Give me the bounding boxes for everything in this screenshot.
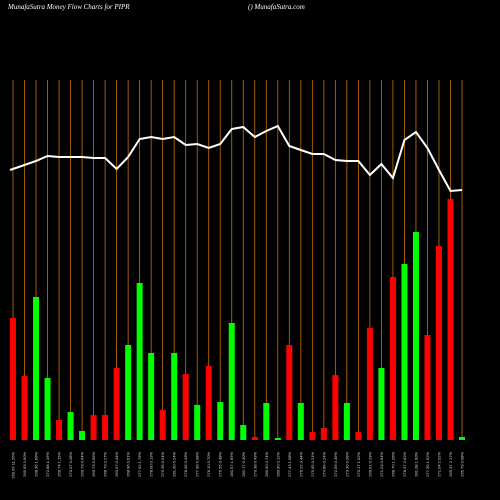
x-tick-label: 263.57 0.44% [114, 452, 119, 477]
bar [217, 402, 224, 440]
x-tick-label: 278.37 3.62% [402, 452, 407, 477]
bar [148, 353, 155, 440]
bar [332, 375, 339, 440]
bar [424, 335, 431, 440]
x-tick-label: 268.96 0.61% [126, 452, 131, 477]
x-tick-label: 265.93 3.60% [22, 452, 27, 477]
x-tick-label: 271.24 0.64% [379, 452, 384, 477]
bar [90, 415, 97, 440]
bar [343, 403, 350, 440]
x-tick-label: 277.39 1.52% [425, 452, 430, 477]
x-tick-label: 268.70 1.26% [390, 452, 395, 477]
chart-subtitle: () MunafaSutra.com [248, 3, 305, 11]
x-tick-label: 280.50 0.74% [264, 452, 269, 477]
bar [320, 428, 327, 440]
bar [44, 378, 51, 440]
x-tick-label: 265.37 2.17% [448, 452, 453, 477]
x-tick-label: 279.36 0.54% [160, 452, 165, 477]
x-tick-label: 278.00 0.13% [149, 452, 154, 477]
x-tick-label: 269.73 0.64% [80, 452, 85, 477]
bar [355, 432, 362, 440]
bar [274, 438, 281, 440]
x-tick-label: 278.06 0.43% [183, 452, 188, 477]
bar [228, 323, 235, 440]
x-tick-label: 272.88 1.16% [45, 452, 50, 477]
bar [435, 246, 442, 440]
x-tick-label: 279.38 0.43% [252, 452, 257, 477]
bar [286, 345, 293, 440]
x-tick-label: 269.74 1.15% [57, 452, 62, 477]
x-tick-label: 271.04 2.02% [436, 452, 441, 477]
x-tick-label: 281.08 1.00% [413, 452, 418, 477]
x-tick-label: 268.36 1.06% [34, 452, 39, 477]
money-flow-line [9, 124, 463, 193]
bar [263, 403, 270, 440]
bar [240, 425, 247, 440]
bar [33, 297, 40, 440]
bar [194, 405, 201, 440]
x-tick-label: 269.61 0.29% [367, 452, 372, 477]
x-tick-label: 270.07 0.28% [68, 452, 73, 477]
x-tick-label: 281.57 1.65% [229, 452, 234, 477]
bar [159, 410, 166, 440]
bar [378, 368, 385, 440]
chart-title: MunafaSutra Money Flow Charts for PIPR [7, 3, 130, 11]
bar [309, 432, 316, 440]
bar [401, 264, 408, 440]
x-tick-label: 265.73 0.08% [460, 452, 465, 477]
x-tick-label: 276.55 0.48% [218, 452, 223, 477]
x-tick-label: 282.77 0.40% [241, 452, 246, 477]
bar [412, 232, 419, 440]
x-tick-label: 280.90 0.12% [275, 452, 280, 477]
bar [205, 366, 212, 440]
bar [447, 199, 454, 440]
bar [125, 345, 132, 440]
x-tick-label: 276.10 0.70% [206, 452, 211, 477]
bar [182, 374, 189, 440]
bar [171, 353, 178, 440]
bar [10, 318, 16, 440]
x-tick-label: 272.59 0.49% [333, 452, 338, 477]
x-tick-label: 277.52 1.79% [137, 452, 142, 477]
bar [56, 420, 63, 440]
bar [67, 412, 74, 440]
x-tick-label: 269.73 0.56% [91, 452, 96, 477]
x-tick-label: 274.89 0.24% [321, 452, 326, 477]
x-tick-label: 275.65 0.21% [310, 452, 315, 477]
x-tick-label: 273.36 0.28% [344, 452, 349, 477]
bar [79, 431, 86, 440]
bar [136, 283, 143, 440]
bar [21, 376, 28, 440]
bar [389, 277, 396, 440]
x-tick-label: 268.73 0.27% [103, 452, 108, 477]
x-tick-label: 276.22 0.44% [298, 452, 303, 477]
x-tick-label: 277.98 0.98% [195, 452, 200, 477]
x-tick-label: 281.00 0.24% [172, 452, 177, 477]
x-tick-label: 277.43 1.08% [287, 452, 292, 477]
bar [366, 328, 373, 440]
x-tick-label: 260.69 11.26% [11, 452, 16, 479]
x-tick-label: 270.17 1.02% [356, 452, 361, 477]
bar [459, 437, 465, 440]
bar [102, 415, 109, 440]
bar [297, 403, 304, 440]
bar [113, 368, 120, 440]
bar [251, 437, 258, 440]
